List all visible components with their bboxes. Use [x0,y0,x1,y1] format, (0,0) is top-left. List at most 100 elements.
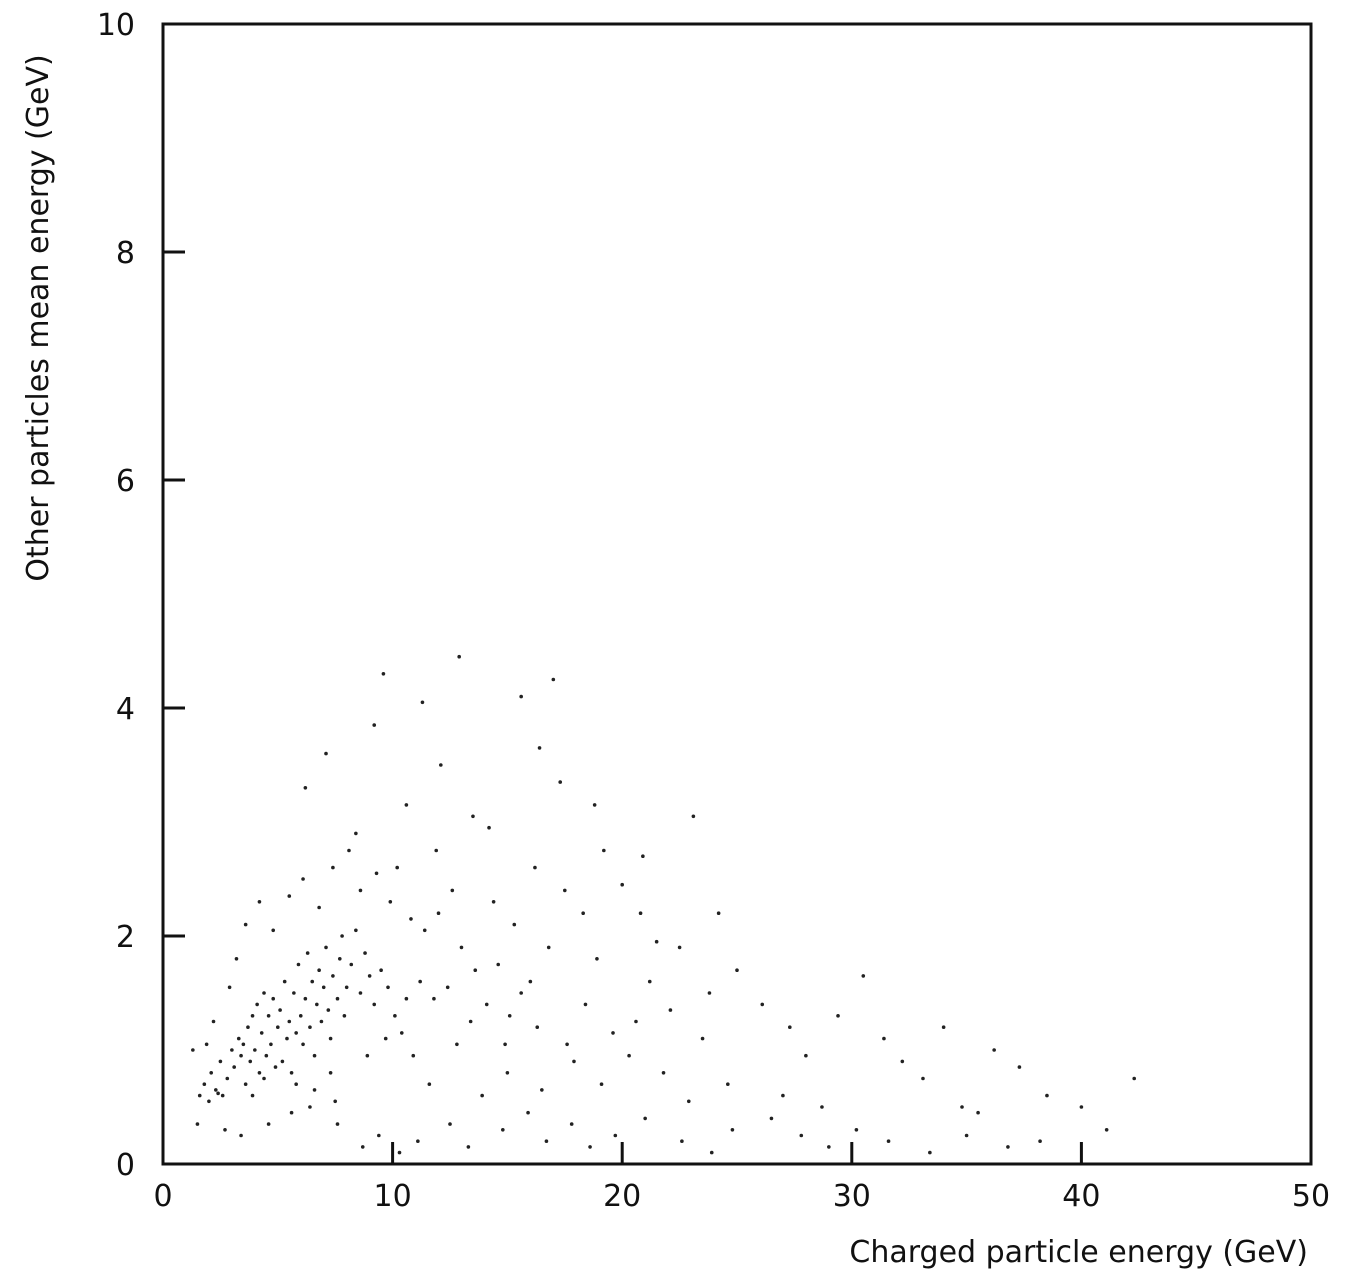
data-point [282,979,287,984]
data-point [627,1053,631,1058]
data-point [308,1105,312,1109]
data-point [276,1025,280,1029]
data-point [372,723,377,727]
data-point [827,1145,831,1149]
data-point [551,677,556,682]
data-point [592,803,597,807]
data-point [305,951,310,955]
data-point [700,1036,705,1041]
data-point [230,1048,234,1052]
data-point [326,1008,331,1012]
data-point [207,1099,211,1104]
data-point [820,1105,824,1109]
data-point [333,1099,338,1104]
data-point [211,1019,216,1024]
data-point [253,1048,257,1052]
data-point [319,1019,324,1024]
data-point [788,1025,792,1029]
data-point [641,854,645,858]
data-point [349,962,354,967]
x-tick-label: 50 [1292,1179,1330,1214]
data-point [358,991,363,995]
data-point [243,1082,248,1086]
data-point [620,882,624,887]
data-point [331,974,335,978]
y-axis-title: Other particles mean energy (GeV) [21,54,56,581]
data-point [546,945,551,950]
data-point [273,1065,278,1069]
data-point [259,1031,264,1035]
data-point [393,1014,397,1018]
data-point [668,1008,673,1012]
data-point [519,694,523,699]
data-point [781,1093,785,1098]
data-point [257,1071,262,1075]
x-tick-label: 20 [603,1179,641,1214]
data-point [321,985,326,990]
data-point [588,1145,592,1149]
data-point [250,1093,255,1098]
data-point [271,928,276,933]
data-point [418,979,422,984]
data-point [328,1036,333,1041]
data-point [480,1093,484,1098]
data-point [964,1133,969,1138]
data-point [434,848,439,853]
data-point [471,814,475,819]
data-point [255,1002,259,1007]
data-point [1132,1076,1137,1081]
data-point [315,1002,319,1007]
data-point [411,1053,416,1058]
data-point [661,1071,666,1075]
data-point [581,911,585,915]
y-tick-label: 2 [116,920,135,955]
data-point [526,1110,530,1115]
data-point [707,991,712,995]
data-point [397,1150,402,1155]
data-point [236,1036,241,1041]
data-point [928,1150,932,1155]
data-point [197,1093,202,1098]
y-tick-label: 6 [116,464,135,499]
data-point [388,900,393,904]
data-point [310,979,315,984]
data-point [519,991,523,995]
data-point [360,1145,365,1149]
data-point [569,1122,574,1126]
data-point [882,1036,886,1041]
data-point [638,911,643,915]
data-point [337,957,342,961]
data-point [537,746,542,750]
data-point [861,974,866,978]
data-point [436,911,441,915]
data-point [854,1128,859,1132]
data-point [301,1042,305,1047]
data-point [716,911,721,915]
data-point [250,1014,255,1018]
data-point [677,945,682,950]
data-point [484,1002,489,1007]
data-point [583,1002,588,1007]
data-point [399,1031,404,1035]
data-point [422,928,427,933]
data-point [455,1042,459,1047]
data-point [195,1122,200,1126]
data-point [271,996,276,1001]
data-point [324,751,328,756]
data-point [354,928,358,933]
data-point [1038,1139,1042,1143]
data-point [234,957,239,961]
x-tick-label: 0 [153,1179,172,1214]
data-point [886,1139,891,1143]
data-point [232,1065,236,1069]
data-point [243,922,248,927]
data-point [976,1110,980,1115]
data-point [294,1082,298,1086]
data-point [303,996,308,1001]
data-point [317,905,321,910]
points-layer [191,654,1137,1155]
data-point [303,786,308,790]
data-point [528,979,533,984]
data-point [358,888,363,893]
data-point [266,1014,271,1018]
